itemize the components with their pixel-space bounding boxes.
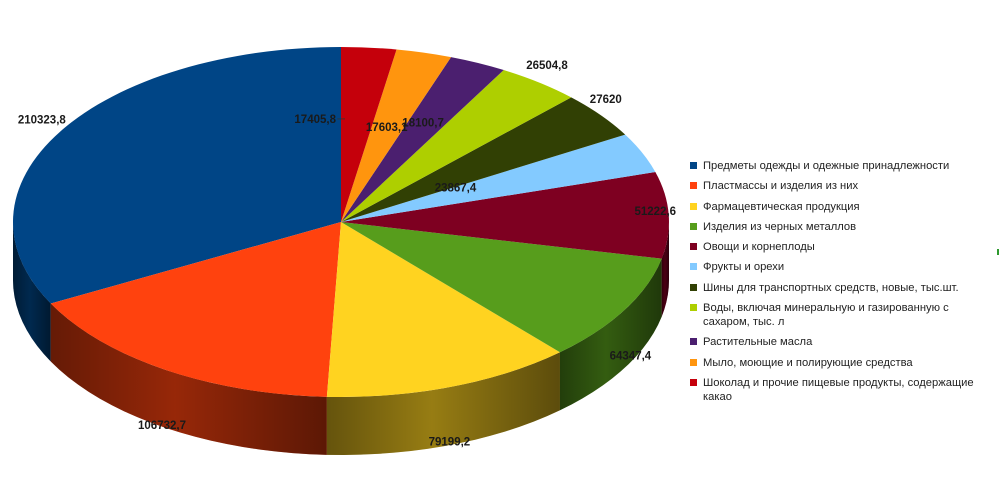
pie-slice-5 xyxy=(341,134,656,222)
pie-slice-2 xyxy=(326,222,560,398)
data-label-6: 27620 xyxy=(590,94,622,106)
legend-label: Предметы одежды и одежные принадлежности xyxy=(703,160,950,172)
legend-item: Воды, включая минеральную и газированную… xyxy=(690,301,995,329)
legend-label: Мыло, моющие и полирующие средства xyxy=(703,356,913,369)
legend-item: Пластмассы и изделия из них xyxy=(690,179,995,193)
legend-swatch xyxy=(690,304,697,312)
pie-sides xyxy=(13,222,669,455)
pie-slice-4 xyxy=(341,172,669,259)
legend-label: Шоколад и прочие пищевые продукты, содер… xyxy=(703,376,974,403)
legend: Предметы одежды и одежные принадлежности… xyxy=(690,159,995,410)
legend-label: Пластмассы и изделия из них xyxy=(703,180,859,193)
pie-side-shade-0 xyxy=(13,222,51,362)
pie-tops xyxy=(12,47,669,398)
data-label-2: 79199,2 xyxy=(429,437,471,449)
pie-slice-10 xyxy=(341,47,397,222)
legend-item: Шины для транспортных средств, новые, ты… xyxy=(690,281,995,295)
legend-item: Изделия из черных металлов xyxy=(690,220,995,234)
legend-item: Шоколад и прочие пищевые продукты, содер… xyxy=(690,376,995,404)
pie-slice-3 xyxy=(341,222,662,353)
data-label-9: 17603,1 xyxy=(366,122,408,134)
pie-slice-7 xyxy=(341,70,572,222)
pie-slice-6 xyxy=(341,97,626,222)
pie-slice-8 xyxy=(341,57,504,222)
data-label-8: 18100,7 xyxy=(402,118,444,130)
legend-swatch xyxy=(690,202,697,210)
data-labels: 210323,8 106732,7 79199,2 64347,4 51222,6 238… xyxy=(18,60,676,449)
data-label-4: 51222,6 xyxy=(635,206,677,218)
pie-slice-1 xyxy=(50,222,342,397)
pie-side-shade-3 xyxy=(559,258,662,411)
legend-swatch xyxy=(690,162,697,169)
legend-label: Воды, включая минеральную и газированную… xyxy=(703,302,949,329)
legend-item: Растительные масла xyxy=(690,335,995,349)
pie-side-shade-1 xyxy=(50,303,327,455)
data-label-5: 23867,4 xyxy=(435,183,477,195)
legend-swatch xyxy=(690,243,697,251)
data-label-10: 17405,8 xyxy=(294,114,336,126)
legend-item: Овощи и корнеплоды xyxy=(690,240,995,254)
pie-slice-0 xyxy=(12,47,341,304)
legend-label: Растительные масла xyxy=(703,336,813,349)
legend-item: Фрукты и орехи xyxy=(690,260,995,274)
edge-tick-mark xyxy=(997,249,999,255)
legend-swatch xyxy=(690,338,697,346)
legend-label: Овощи и корнеплоды xyxy=(703,241,815,254)
legend-swatch xyxy=(690,358,697,366)
legend-item: Предметы одежды и одежные принадлежности xyxy=(690,159,995,173)
legend-label: Фрукты и орехи xyxy=(703,261,785,274)
data-label-1: 106732,7 xyxy=(138,420,186,432)
legend-swatch xyxy=(690,222,697,230)
data-label-0: 210323,8 xyxy=(18,114,67,126)
legend-swatch xyxy=(690,283,697,291)
data-label-7: 26504,8 xyxy=(526,60,568,72)
data-label-3: 64347,4 xyxy=(610,351,652,363)
legend-label: Фармацевтическая продукция xyxy=(703,200,860,213)
pie-side-shade-2 xyxy=(326,352,560,455)
pie-slice-9 xyxy=(341,49,452,222)
legend-item: Мыло, моющие и полирующие средства xyxy=(690,356,995,370)
legend-label: Шины для транспортных средств, новые, ты… xyxy=(703,281,959,294)
legend-item: Фармацевтическая продукция xyxy=(690,200,995,214)
legend-label: Изделия из черных металлов xyxy=(703,220,857,233)
legend-swatch xyxy=(690,378,697,386)
legend-swatch xyxy=(690,263,697,271)
legend-swatch xyxy=(690,182,697,190)
pie-side-shade-4 xyxy=(661,222,669,317)
